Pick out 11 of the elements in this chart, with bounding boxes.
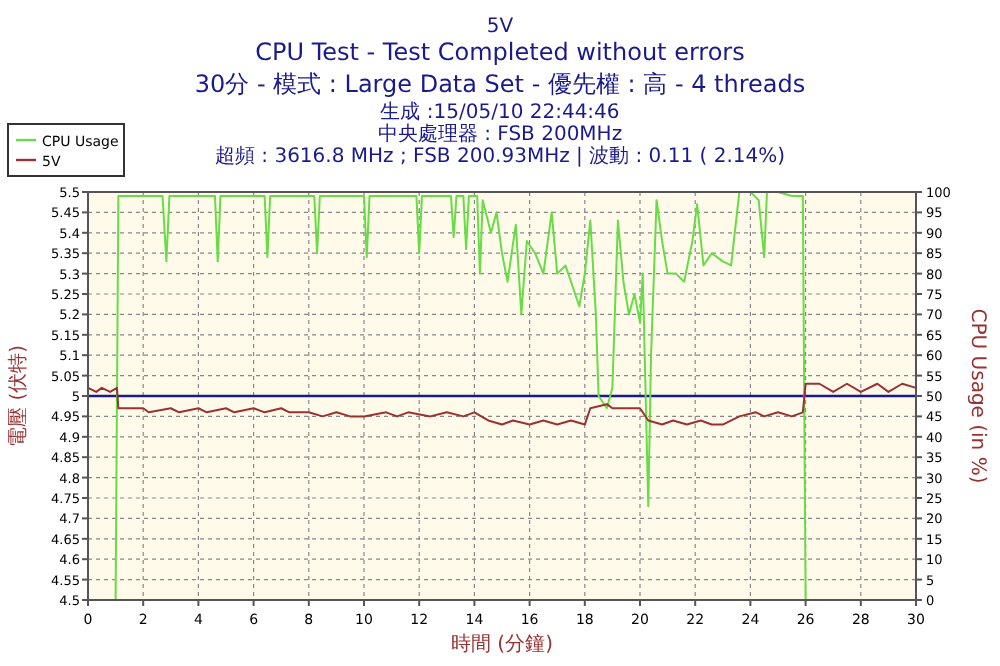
- x-axis-title: 時間 (分鐘): [451, 632, 554, 656]
- chart-subtitle: CPU Test - Test Completed without errors: [255, 38, 745, 66]
- y-axis-title: 電壓 (伏特): [6, 344, 30, 447]
- text: 超頻 : 3616.8 MHz ; FSB 200.93MHz | 波動 : 0.11 ( 2.14%): [214, 144, 786, 168]
- chart-title: 5V: [486, 16, 514, 38]
- text: 中央處理器 : FSB 200MHz: [377, 122, 623, 146]
- text: 生成 :15/05/10 22:44:46: [380, 100, 620, 124]
- line-series: [87, 382, 917, 426]
- y2-axis-title: CPU Usage (in %): [966, 308, 988, 484]
- text: 30分 - 模式 : Large Data Set - 優先權 : 高 - 4 threads: [194, 70, 806, 98]
- line-series: [114, 191, 807, 601]
